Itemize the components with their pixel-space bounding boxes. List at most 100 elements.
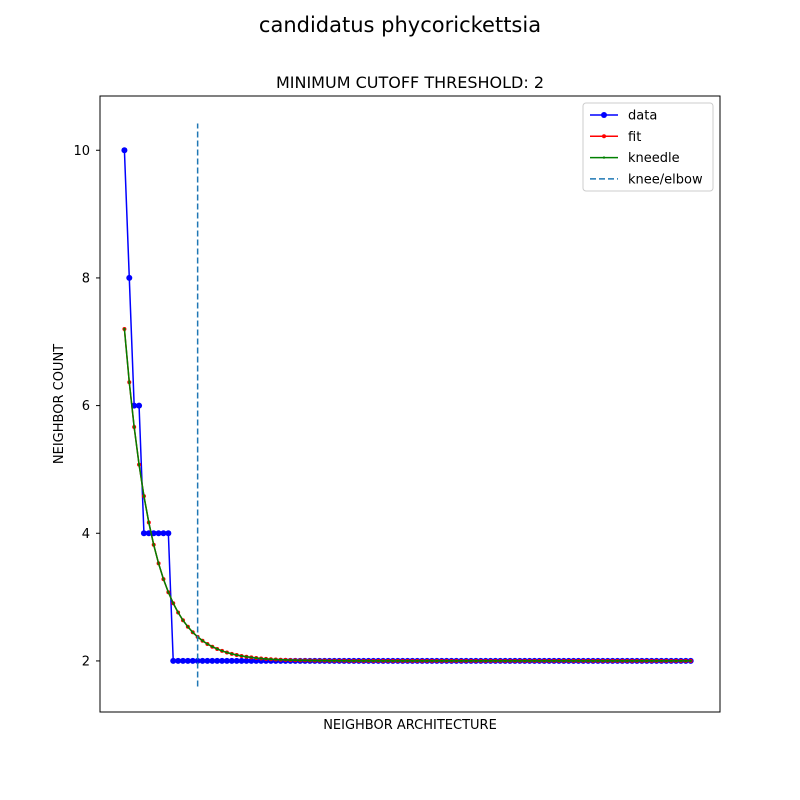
kneedle-point [567, 659, 570, 663]
data-point [253, 657, 260, 664]
data-point [189, 657, 196, 664]
legend-marker [602, 134, 606, 139]
kneedle-point [167, 591, 170, 594]
kneedle-point [264, 657, 268, 661]
kneedle-point [630, 659, 634, 663]
kneedle-point [484, 659, 487, 663]
data-point [160, 530, 167, 537]
data-point [184, 657, 191, 664]
axes-frame [99, 95, 721, 713]
data-point [165, 530, 172, 537]
kneedle-point [445, 659, 448, 663]
kneedle-point [635, 659, 639, 663]
legend-frame [582, 102, 714, 192]
data-point [204, 657, 211, 664]
kneedle-point [450, 659, 453, 663]
data-point [121, 147, 128, 154]
kneedle-point [543, 659, 546, 663]
data-point [199, 657, 206, 664]
kneedle-point [557, 659, 561, 663]
kneedle-point [211, 645, 214, 648]
kneedle-point [352, 659, 356, 663]
kneedle-point [269, 657, 273, 661]
x-axis-label: NEIGHBOR ARCHITECTURE [323, 718, 497, 733]
y-axis-label: NEIGHBOR COUNT [52, 344, 67, 464]
kneedle-point [650, 659, 653, 663]
kneedle-point [152, 543, 155, 546]
kneedle-point [596, 659, 600, 663]
data-point [243, 657, 250, 664]
kneedle-point [328, 659, 331, 662]
kneedle-point [586, 659, 590, 663]
y-tick-label: 6 [82, 399, 90, 414]
data-point [140, 530, 147, 537]
kneedle-point [128, 381, 131, 384]
data-point [179, 657, 186, 664]
kneedle-point [601, 659, 605, 663]
chart-title: MINIMUM CUTOFF THRESHOLD: 2 [276, 73, 544, 92]
kneedle-point [513, 659, 517, 663]
kneedle-point [621, 659, 624, 663]
series-fit-line [123, 328, 691, 662]
plot-area [121, 123, 694, 687]
kneedle-point [538, 659, 541, 663]
kneedle-point [616, 659, 619, 663]
kneedle-point [338, 659, 341, 662]
kneedle-point [552, 659, 556, 663]
kneedle-point [494, 659, 497, 663]
kneedle-point [147, 521, 151, 524]
kneedle-point [191, 631, 194, 634]
kneedle-point [323, 659, 326, 662]
kneedle-point [206, 642, 209, 646]
kneedle-point [679, 659, 683, 663]
kneedle-point [406, 659, 409, 663]
legend-marker [602, 156, 606, 159]
kneedle-point [333, 659, 336, 662]
data-point [136, 402, 143, 409]
data-point [219, 657, 226, 664]
kneedle-point [421, 659, 424, 663]
kneedle-point [665, 659, 668, 663]
data-point [209, 657, 216, 664]
kneedle-point [284, 658, 287, 662]
kneedle-point [245, 655, 248, 658]
kneedle-point [172, 602, 175, 605]
kneedle-point [508, 659, 512, 663]
legend-label: fit [628, 130, 641, 145]
kneedle-point [230, 652, 234, 656]
kneedle-point [279, 658, 282, 661]
kneedle-point [215, 647, 219, 651]
kneedle-point [274, 658, 277, 661]
kneedle-point [201, 639, 204, 642]
kneedle-point [259, 657, 263, 660]
kneedle-point [626, 659, 629, 663]
kneedle-point [425, 659, 429, 663]
kneedle-point [464, 659, 468, 663]
kneedle-point [162, 577, 165, 581]
chart-suptitle: candidatus phycorickettsia [259, 13, 541, 37]
y-tick-label: 2 [82, 654, 90, 669]
kneedle-point [430, 659, 434, 663]
kneedle-point [123, 327, 126, 331]
kneedle-point [186, 625, 190, 629]
kneedle-point [469, 659, 473, 663]
kneedle-point [372, 659, 375, 663]
kneedle-point [684, 659, 688, 663]
legend-label: knee/elbow [628, 172, 703, 187]
kneedle-point [342, 659, 346, 663]
kneedle-point [660, 659, 663, 663]
kneedle-point [225, 651, 229, 654]
kneedle-point [479, 659, 482, 663]
kneedle-point [250, 656, 253, 659]
kneedle-point [137, 463, 141, 466]
kneedle-point [611, 659, 614, 663]
kneedle-point [386, 659, 390, 663]
data-point [233, 657, 240, 664]
kneedle-point [455, 659, 458, 663]
legend-label: data [628, 109, 657, 124]
legend: data fit kneedle knee/elbow [582, 102, 714, 192]
kneedle-point [142, 494, 146, 498]
kneedle-point [460, 659, 463, 663]
kneedle-point [357, 659, 360, 663]
